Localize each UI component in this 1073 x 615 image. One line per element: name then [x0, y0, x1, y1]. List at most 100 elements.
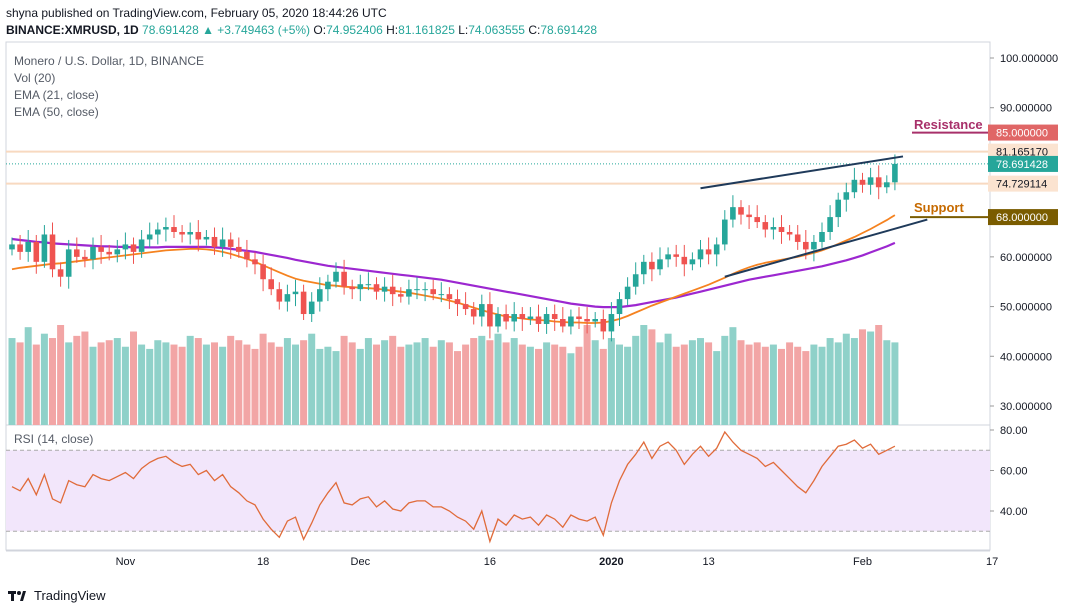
candle: [398, 294, 404, 297]
candle: [527, 316, 534, 319]
candle: [884, 182, 890, 188]
candle: [211, 236, 218, 247]
legend-title[interactable]: Monero / U.S. Dollar, 1D, BINANCE: [14, 54, 205, 68]
candle: [268, 279, 274, 290]
lower-trendline: [724, 218, 928, 278]
candle: [867, 177, 874, 185]
candle: [357, 284, 364, 290]
volume-bar: [413, 342, 421, 425]
open-label: O:: [313, 23, 327, 37]
candle: [155, 229, 161, 235]
candle: [657, 259, 663, 270]
candle: [738, 207, 744, 215]
volume-bar: [348, 342, 356, 425]
price-label-box: [988, 143, 1058, 160]
volume-bar: [324, 346, 332, 425]
volume-bar: [502, 342, 510, 425]
candle: [892, 163, 898, 183]
time-label: Dec: [351, 556, 371, 568]
volume-bar: [332, 351, 340, 425]
candle: [624, 286, 631, 300]
published-line: shyna published on TradingView.com, Febr…: [6, 6, 387, 20]
candle: [33, 241, 40, 262]
candle: [835, 199, 841, 218]
volume-bar: [794, 346, 802, 425]
candle: [438, 294, 445, 296]
volume-bar: [842, 333, 850, 425]
candle: [422, 289, 428, 291]
volume-bar: [859, 329, 866, 425]
candle: [811, 241, 817, 250]
candle: [406, 289, 412, 297]
volume-bar: [850, 338, 858, 425]
low-value: 74.063555: [468, 23, 525, 37]
candle: [794, 234, 801, 242]
legend-vol[interactable]: Vol (20): [14, 71, 56, 85]
volume-bar: [162, 342, 170, 425]
candle: [146, 234, 153, 240]
footer[interactable]: TradingView: [8, 588, 106, 603]
open-value: 74.952406: [326, 23, 383, 37]
volume-bar: [316, 348, 324, 425]
volume-bar: [802, 351, 810, 425]
candle: [754, 217, 760, 223]
candle: [381, 286, 388, 292]
candle: [535, 316, 542, 324]
candle: [819, 232, 825, 242]
time-label: Feb: [853, 556, 872, 568]
candle: [479, 304, 485, 317]
ohlc-line: BINANCE:XMRUSD, 1D 78.691428 ▲ +3.749463…: [6, 23, 597, 37]
candle: [195, 232, 202, 240]
volume-bar: [445, 342, 453, 425]
time-label: 2020: [599, 556, 623, 568]
candle: [762, 222, 769, 230]
volume-bar: [867, 331, 875, 425]
volume-bar: [194, 338, 202, 425]
candle: [470, 309, 477, 317]
candle: [236, 246, 242, 252]
volume-bar: [599, 348, 607, 425]
candle: [673, 254, 679, 257]
volume-bar: [381, 340, 389, 425]
price-label-box: [988, 155, 1058, 172]
volume-bar: [462, 344, 470, 425]
footer-brand: TradingView: [34, 588, 106, 603]
candle: [519, 314, 526, 319]
volume-bar: [405, 344, 413, 425]
volume-bar: [559, 346, 567, 425]
ema21-line: [11, 214, 896, 324]
volume-bar: [510, 338, 518, 425]
candle: [389, 286, 396, 295]
volume-bar: [429, 346, 437, 425]
symbol: BINANCE:XMRUSD, 1D: [6, 23, 139, 37]
volume-bar: [267, 342, 275, 425]
legend-ema21[interactable]: EMA (21, close): [14, 88, 99, 102]
volume-bar: [154, 340, 162, 425]
candle: [292, 291, 299, 295]
ema50-line: [11, 237, 896, 309]
volume-bar: [778, 348, 785, 425]
volume-bar: [826, 338, 834, 425]
volume-bar: [73, 335, 81, 425]
candle: [373, 284, 380, 292]
volume-bar: [632, 335, 640, 425]
resistance-annotation: Resistance: [914, 117, 983, 132]
candle: [770, 227, 777, 230]
volume-bar: [211, 342, 218, 425]
candle: [859, 179, 866, 185]
volume-bar: [146, 348, 154, 425]
volume-bar: [227, 335, 235, 425]
volume-bar: [97, 342, 105, 425]
candle: [82, 256, 88, 260]
candle: [803, 241, 809, 250]
candle: [244, 251, 250, 260]
legend-ema50[interactable]: EMA (50, close): [14, 105, 99, 119]
volume-bar: [494, 333, 502, 425]
volume-bar: [170, 344, 178, 425]
candle: [414, 289, 420, 291]
legend-rsi[interactable]: RSI (14, close): [14, 432, 94, 446]
price-tick-label: 90.000000: [1000, 103, 1052, 115]
price-label-box: [988, 175, 1058, 192]
candle: [649, 261, 655, 270]
